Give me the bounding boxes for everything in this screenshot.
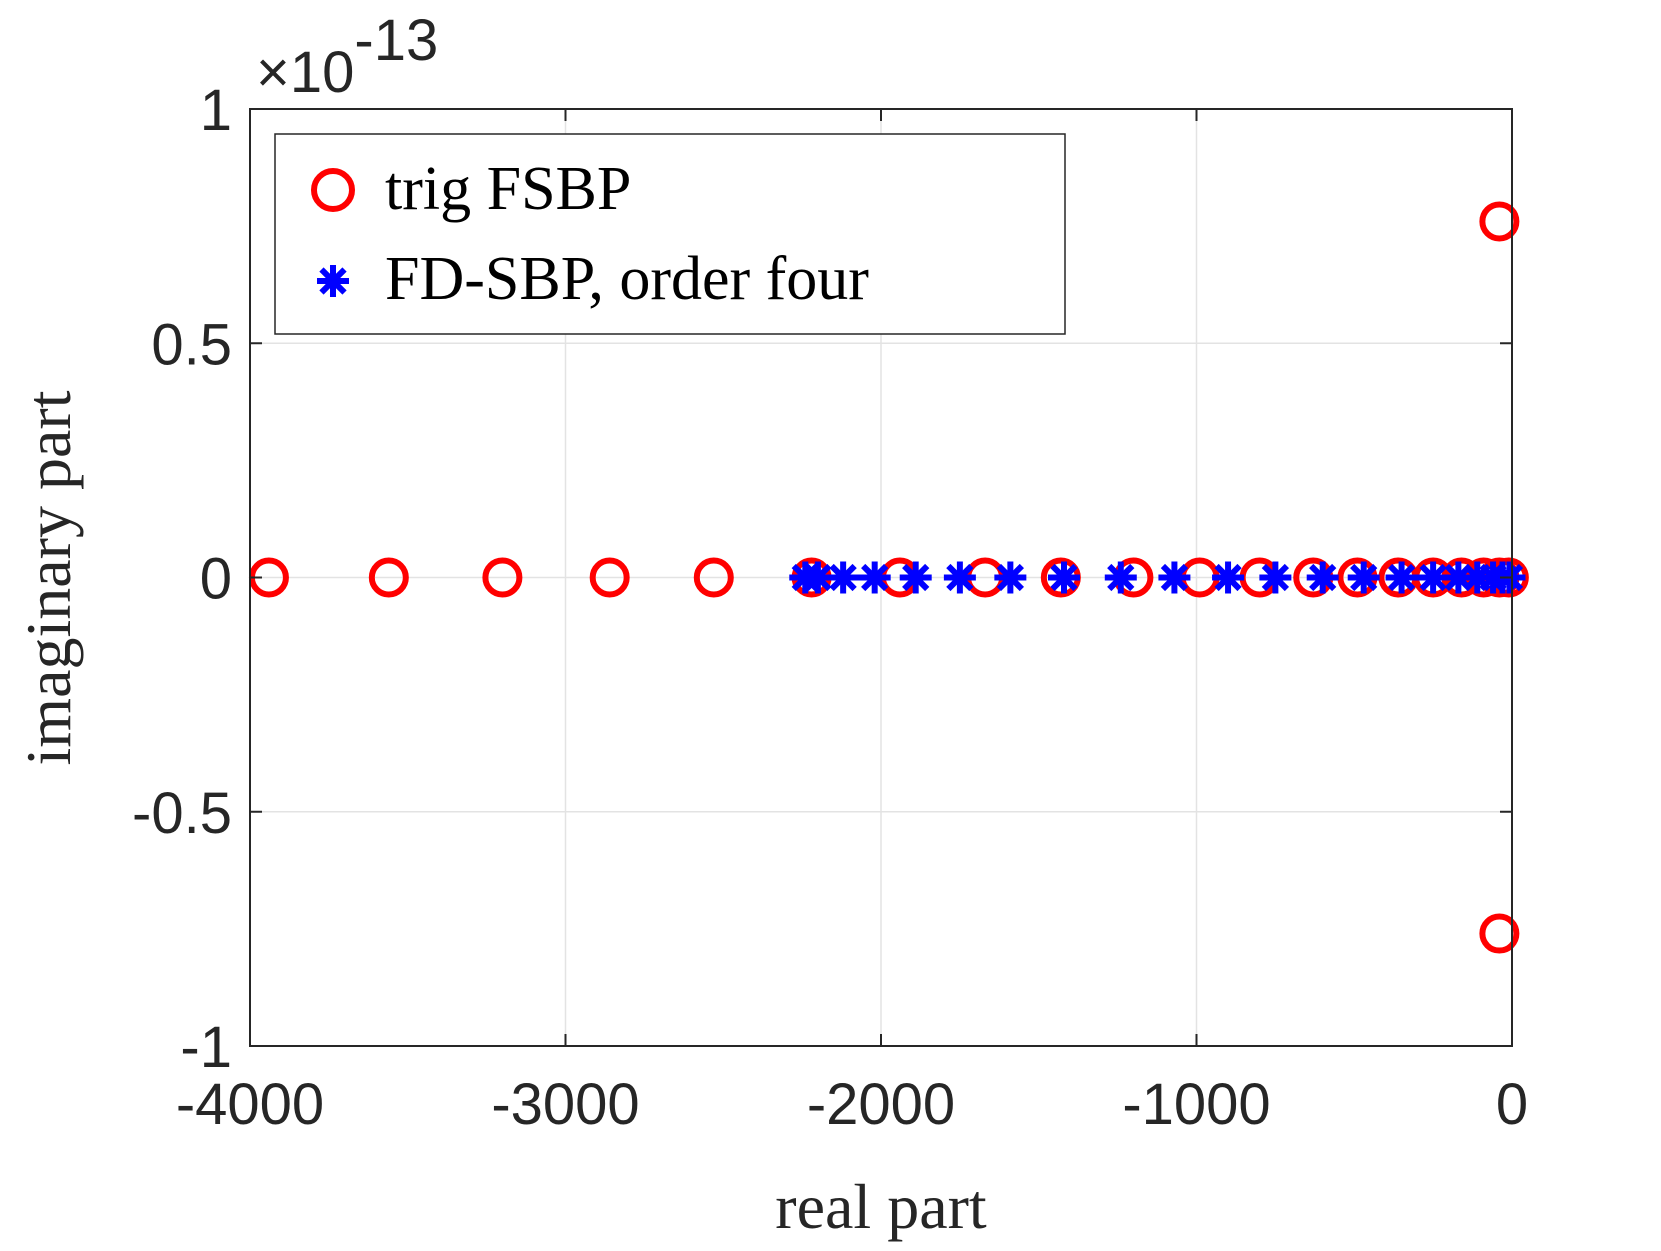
y-tick-label: -0.5 — [132, 781, 232, 846]
data-point-asterisk — [1347, 561, 1380, 594]
legend-asterisk-shape — [317, 265, 349, 297]
y-tick-label: 1 — [200, 78, 232, 143]
y-tick-label: -1 — [180, 1015, 232, 1080]
y-scale-exponent: -13 — [354, 8, 438, 73]
x-tick-label: -4000 — [176, 1072, 324, 1137]
legend: trig FSBP FD-SBP, order four — [274, 133, 1066, 335]
data-point-circle — [589, 557, 630, 598]
data-point-asterisk — [1104, 561, 1137, 594]
data-point-asterisk — [858, 561, 891, 594]
y-tick-label: 0.5 — [151, 312, 232, 377]
data-point-circle — [1479, 201, 1520, 242]
data-point-asterisk — [899, 561, 932, 594]
legend-box — [274, 133, 1066, 335]
x-tick-label: -1000 — [1122, 1072, 1270, 1137]
x-axis-label: real part — [775, 1171, 987, 1242]
data-point-asterisk — [827, 561, 860, 594]
data-point-asterisk — [1047, 561, 1080, 594]
y-scale-factor-base: ×10 — [256, 40, 354, 105]
data-point-asterisk — [1306, 561, 1339, 594]
data-point-circle — [693, 557, 734, 598]
legend-label-trig-fsbp: trig FSBP — [385, 155, 631, 223]
data-point-circle — [368, 557, 409, 598]
series-fd-sbp — [789, 561, 1526, 594]
data-point-asterisk — [994, 561, 1027, 594]
data-point-asterisk — [1212, 561, 1245, 594]
y-axis-label: imaginary part — [13, 390, 84, 765]
series-trig-fsbp — [248, 201, 1529, 954]
data-point-asterisk — [1259, 561, 1292, 594]
x-tick-label: 0 — [1496, 1072, 1528, 1137]
tick-labels: -4000 -3000 -2000 -1000 0 -1 -0.5 0 0.5 1 — [132, 78, 1528, 1137]
data-point-asterisk — [1385, 561, 1418, 594]
legend-label-fd-sbp: FD-SBP, order four — [385, 245, 869, 313]
legend-marker-fd-sbp — [317, 265, 349, 297]
data-point-asterisk — [1158, 561, 1191, 594]
data-point-circle — [1479, 913, 1520, 954]
x-tick-label: -2000 — [807, 1072, 955, 1137]
y-scale-factor: ×10-13 — [256, 8, 438, 105]
legend-marker-trig-fsbp — [311, 168, 355, 212]
y-tick-label: 0 — [200, 547, 232, 612]
tick-marks — [249, 108, 1513, 1047]
data-markers — [248, 201, 1529, 954]
data-point-asterisk — [943, 561, 976, 594]
x-tick-label: -3000 — [491, 1072, 639, 1137]
data-point-circle — [482, 557, 523, 598]
